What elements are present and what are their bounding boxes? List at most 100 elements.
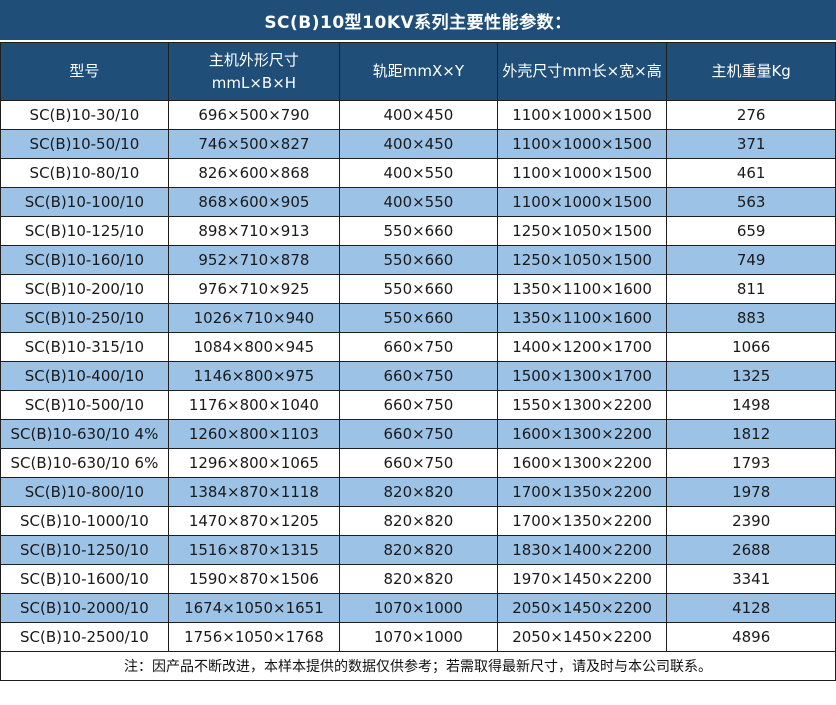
table-cell: 3341 [666,564,836,594]
column-header-host-dimensions: 主机外形尺寸 mmL×B×H [167,42,341,101]
header-row: 型号 主机外形尺寸 mmL×B×H 轨距mmX×Y 外壳尺寸mm长×宽×高 主机… [0,42,836,101]
table-cell: 1470×870×1205 [167,506,341,536]
table-cell: 2050×1450×2200 [496,593,668,623]
table-cell: 898×710×913 [167,216,341,246]
table-row: SC(B)10-200/10 976×710×925 550×660 1350×110… [0,274,836,304]
table-footer: 注：因产品不断改进，本样本提供的数据仅供参考；若需取得最新尺寸，请及时与本公司联… [0,651,836,681]
table-cell: 660×750 [339,332,498,362]
table-cell: 1674×1050×1651 [167,593,341,623]
table-cell: 811 [666,274,836,304]
table-cell: 1756×1050×1768 [167,622,341,652]
table-row: SC(B)10-2500/10 1756×1050×1768 1070×1000 20… [0,622,836,652]
table-cell: SC(B)10-500/10 [0,390,169,420]
table-cell: 1978 [666,477,836,507]
table-cell: 820×820 [339,564,498,594]
table-cell: 1084×800×945 [167,332,341,362]
table-cell: 1600×1300×2200 [496,448,668,478]
table-cell: SC(B)10-400/10 [0,361,169,391]
table-row: SC(B)10-1250/10 1516×870×1315 820×820 1830×… [0,535,836,565]
table-cell: SC(B)10-630/10 4% [0,419,169,449]
table-row: SC(B)10-1000/10 1470×870×1205 820×820 1700×… [0,506,836,536]
table-cell: 1500×1300×1700 [496,361,668,391]
table-cell: 660×750 [339,361,498,391]
table-cell: 550×660 [339,216,498,246]
table-cell: SC(B)10-50/10 [0,129,169,159]
table-row: SC(B)10-250/10 1026×710×940 550×660 1350×11… [0,303,836,333]
table-cell: 820×820 [339,535,498,565]
table-cell: 4896 [666,622,836,652]
table-cell: 1100×1000×1500 [496,100,668,130]
table-row: SC(B)10-630/10 4% 1260×800×1103 660×750 160… [0,419,836,449]
table-cell: SC(B)10-2000/10 [0,593,169,623]
table-cell: 4128 [666,593,836,623]
table-cell: 550×660 [339,274,498,304]
table-cell: 1970×1450×2200 [496,564,668,594]
table-cell: 1700×1350×2200 [496,506,668,536]
table-cell: SC(B)10-200/10 [0,274,169,304]
table-cell: 2050×1450×2200 [496,622,668,652]
table-header: 型号 主机外形尺寸 mmL×B×H 轨距mmX×Y 外壳尺寸mm长×宽×高 主机… [0,42,836,101]
table-row: SC(B)10-30/10 696×500×790 400×450 1100×1000… [0,100,836,130]
table-row: SC(B)10-50/10 746×500×827 400×450 1100×1000… [0,129,836,159]
table-row: SC(B)10-800/10 1384×870×1118 820×820 1700×1… [0,477,836,507]
table-cell: 550×660 [339,245,498,275]
table-cell: 1070×1000 [339,622,498,652]
table-cell: 820×820 [339,506,498,536]
table-cell: 2688 [666,535,836,565]
table-cell: 1498 [666,390,836,420]
table-title: SC(B)10型10KV系列主要性能参数： [0,0,836,40]
table-cell: 976×710×925 [167,274,341,304]
table-cell: 550×660 [339,303,498,333]
table-cell: 696×500×790 [167,100,341,130]
table-cell: 2390 [666,506,836,536]
table-cell: 826×600×868 [167,158,341,188]
table-cell: 1146×800×975 [167,361,341,391]
table-cell: 1812 [666,419,836,449]
table-cell: SC(B)10-160/10 [0,245,169,275]
table-cell: 660×750 [339,419,498,449]
table-cell: 868×600×905 [167,187,341,217]
footnote-row: 注：因产品不断改进，本样本提供的数据仅供参考；若需取得最新尺寸，请及时与本公司联… [0,651,836,681]
table-cell: 461 [666,158,836,188]
table-cell: 1830×1400×2200 [496,535,668,565]
table-cell: 1350×1100×1600 [496,303,668,333]
table-cell: 1066 [666,332,836,362]
table-cell: 400×550 [339,187,498,217]
table-cell: SC(B)10-80/10 [0,158,169,188]
table-cell: 1350×1100×1600 [496,274,668,304]
table-cell: SC(B)10-100/10 [0,187,169,217]
table-cell: 276 [666,100,836,130]
table-row: SC(B)10-500/10 1176×800×1040 660×750 1550×1… [0,390,836,420]
table-cell: 749 [666,245,836,275]
column-header-rail-gauge: 轨距mmX×Y [339,42,498,101]
table-cell: 1100×1000×1500 [496,187,668,217]
spec-table: 型号 主机外形尺寸 mmL×B×H 轨距mmX×Y 外壳尺寸mm长×宽×高 主机… [0,42,836,681]
table-cell: SC(B)10-1250/10 [0,535,169,565]
table-cell: 400×450 [339,129,498,159]
table-cell: 660×750 [339,448,498,478]
footnote: 注：因产品不断改进，本样本提供的数据仅供参考；若需取得最新尺寸，请及时与本公司联… [0,651,836,681]
table-row: SC(B)10-630/10 6% 1296×800×1065 660×750 160… [0,448,836,478]
table-row: SC(B)10-2000/10 1674×1050×1651 1070×1000 20… [0,593,836,623]
table-cell: 1176×800×1040 [167,390,341,420]
table-cell: 1325 [666,361,836,391]
table-cell: 1070×1000 [339,593,498,623]
table-cell: SC(B)10-2500/10 [0,622,169,652]
column-header-model: 型号 [0,42,169,101]
table-cell: 1384×870×1118 [167,477,341,507]
column-header-host-weight: 主机重量Kg [666,42,836,101]
table-row: SC(B)10-160/10 952×710×878 550×660 1250×105… [0,245,836,275]
table-cell: SC(B)10-630/10 6% [0,448,169,478]
table-cell: 1590×870×1506 [167,564,341,594]
table-cell: 1100×1000×1500 [496,129,668,159]
table-cell: 883 [666,303,836,333]
table-cell: SC(B)10-1000/10 [0,506,169,536]
table-cell: 1700×1350×2200 [496,477,668,507]
table-cell: 1296×800×1065 [167,448,341,478]
table-row: SC(B)10-400/10 1146×800×975 660×750 1500×13… [0,361,836,391]
table-body: SC(B)10-30/10 696×500×790 400×450 1100×1000… [0,100,836,652]
table-cell: 1516×870×1315 [167,535,341,565]
table-cell: 820×820 [339,477,498,507]
table-cell: 1260×800×1103 [167,419,341,449]
column-header-shell-dimensions: 外壳尺寸mm长×宽×高 [496,42,668,101]
